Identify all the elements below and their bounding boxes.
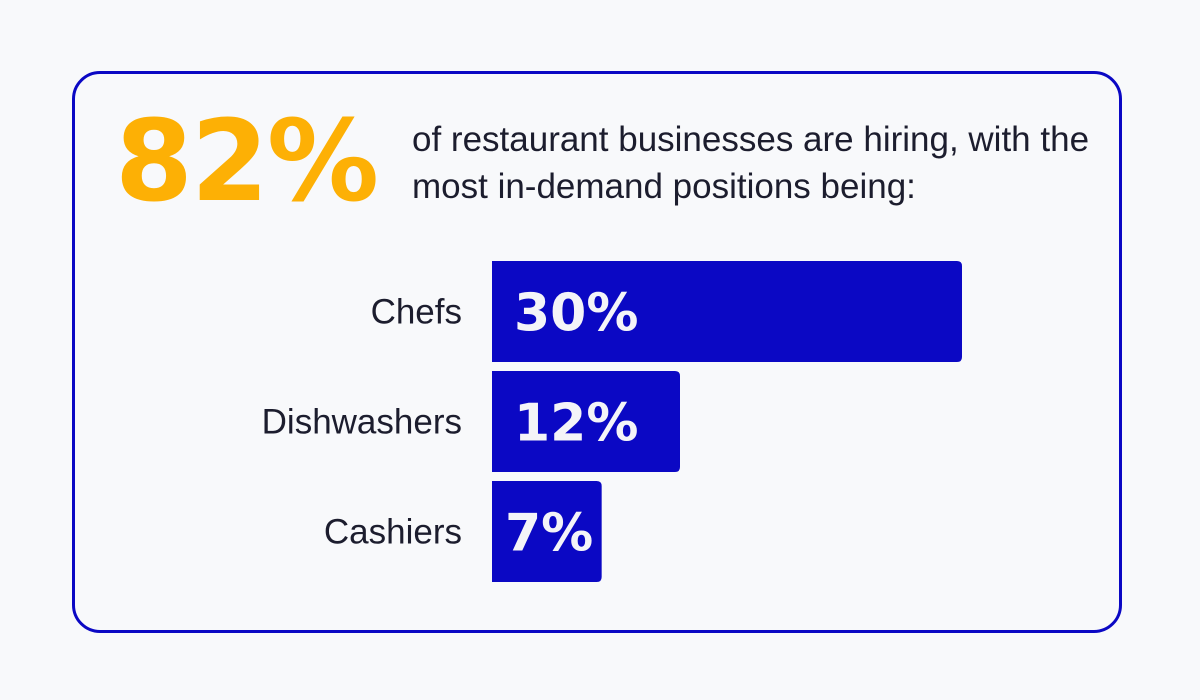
category-label-dishwashers: Dishwashers [262, 403, 462, 442]
bar-chefs [492, 261, 962, 362]
value-label-cashiers: 7% [505, 504, 593, 564]
value-label-dishwashers: 12% [514, 394, 638, 454]
value-label-chefs: 30% [514, 284, 638, 344]
bar-cashiers [492, 481, 602, 582]
headline-text: of restaurant businesses are hiring, wit… [412, 120, 1090, 206]
category-label-chefs: Chefs [371, 293, 462, 332]
bar-dishwashers [492, 371, 680, 472]
category-label-cashiers: Cashiers [324, 513, 462, 552]
headline-stat: 82% [115, 97, 379, 227]
